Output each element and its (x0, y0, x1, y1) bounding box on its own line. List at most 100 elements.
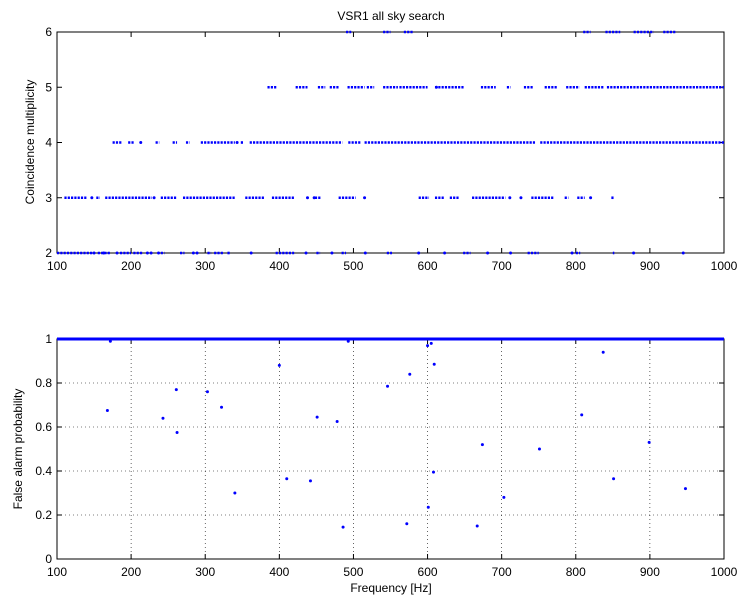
data-point (145, 251, 149, 255)
data-point (426, 344, 430, 348)
x-tick-label: 700 (492, 259, 512, 273)
grid-lines (56, 338, 725, 560)
data-point (341, 525, 345, 529)
data-point (312, 196, 316, 200)
y-tick-label: 0.6 (35, 420, 52, 434)
x-tick-labels: 100 200 300 400 500 600 700 800 900 1000 (47, 565, 738, 579)
data-point (277, 363, 281, 367)
plot-area-frame (56, 338, 725, 560)
y-tick-label: 5 (45, 80, 52, 94)
data-point (502, 495, 506, 499)
data-point (537, 447, 541, 451)
y-tick-label: 0.8 (35, 376, 52, 390)
data-point (249, 251, 253, 255)
y-tick-label: 0.4 (35, 464, 52, 478)
data-point (475, 524, 479, 528)
y-tick-label: 4 (45, 136, 52, 150)
x-tick-label: 100 (47, 259, 67, 273)
data-point (426, 505, 430, 509)
data-point (509, 251, 513, 255)
data-point (108, 339, 112, 343)
data-point (220, 405, 224, 409)
data-point (346, 339, 350, 343)
data-point (431, 470, 435, 474)
x-tick-label: 1000 (711, 259, 738, 273)
data-point (408, 372, 412, 376)
y-tick-label: 2 (45, 246, 52, 260)
data-point (386, 384, 390, 388)
x-tick-label: 1000 (711, 565, 738, 579)
data-point (580, 413, 584, 417)
data-point (432, 362, 436, 366)
data-point (443, 251, 447, 255)
coincidence-multiplicity-panel: VSR1 all sky search 100 200 300 400 500 600 70… (23, 9, 738, 273)
data-point (330, 251, 334, 255)
data-point (205, 390, 209, 394)
data-point (589, 196, 593, 200)
x-tick-label: 100 (47, 565, 67, 579)
data-point (335, 420, 339, 423)
data-point (195, 251, 199, 255)
x-tick-label: 600 (418, 565, 438, 579)
x-tick-label: 500 (343, 259, 363, 273)
data-point (363, 251, 367, 255)
x-tick-label: 300 (195, 259, 215, 273)
x-tick-label: 400 (269, 259, 289, 273)
data-point (570, 251, 574, 255)
x-tick-label: 300 (195, 565, 215, 579)
chart-title: VSR1 all sky search (337, 9, 444, 23)
x-tick-label: 200 (121, 259, 141, 273)
x-axis-label: Frequency [Hz] (350, 581, 431, 595)
tick-marks (56, 338, 725, 560)
x-tick-label: 200 (121, 565, 141, 579)
y-tick-label: 0 (45, 552, 52, 566)
data-point (105, 409, 109, 412)
data-point (681, 251, 685, 255)
data-point (139, 141, 143, 144)
y-tick-label: 6 (45, 25, 52, 39)
y-axis-label: Coincidence multiplicity (23, 80, 37, 205)
data-point (152, 196, 156, 200)
y-tick-label: 1 (45, 332, 52, 346)
data-point (508, 196, 512, 200)
data-point (304, 251, 308, 255)
data-point (235, 141, 239, 144)
y-tick-label: 3 (45, 191, 52, 205)
data-point (308, 479, 312, 483)
data-point (191, 251, 195, 255)
data-point (519, 196, 523, 200)
data-point (405, 522, 409, 526)
y-tick-label: 0.2 (35, 508, 52, 522)
data-point (480, 443, 484, 447)
data-point (647, 440, 651, 444)
data-point (161, 416, 165, 420)
data-point (174, 388, 178, 392)
x-tick-labels: 100 200 300 400 500 600 700 800 900 1000 (47, 259, 738, 273)
x-tick-label: 700 (492, 565, 512, 579)
false-alarm-probability-panel: 100 200 300 400 500 600 700 800 900 1000 00.20.40… (11, 332, 738, 595)
data-point (305, 196, 309, 200)
x-tick-label: 900 (640, 565, 660, 579)
x-tick-label: 600 (418, 259, 438, 273)
data-point (683, 487, 687, 491)
data-points (57, 337, 724, 529)
data-point (157, 251, 161, 255)
data-point (115, 251, 119, 255)
data-point (363, 196, 367, 200)
x-tick-label: 900 (640, 259, 660, 273)
data-point (315, 415, 319, 419)
data-point (90, 196, 94, 200)
data-point (601, 350, 605, 354)
data-point (632, 251, 636, 255)
data-point (285, 477, 289, 481)
x-tick-label: 500 (343, 565, 363, 579)
data-point (429, 341, 433, 345)
x-tick-label: 800 (566, 259, 586, 273)
data-point (612, 477, 616, 481)
data-point (175, 431, 179, 434)
data-points (57, 30, 724, 255)
data-point (92, 251, 96, 255)
data-point (434, 85, 438, 89)
data-point (233, 491, 237, 495)
